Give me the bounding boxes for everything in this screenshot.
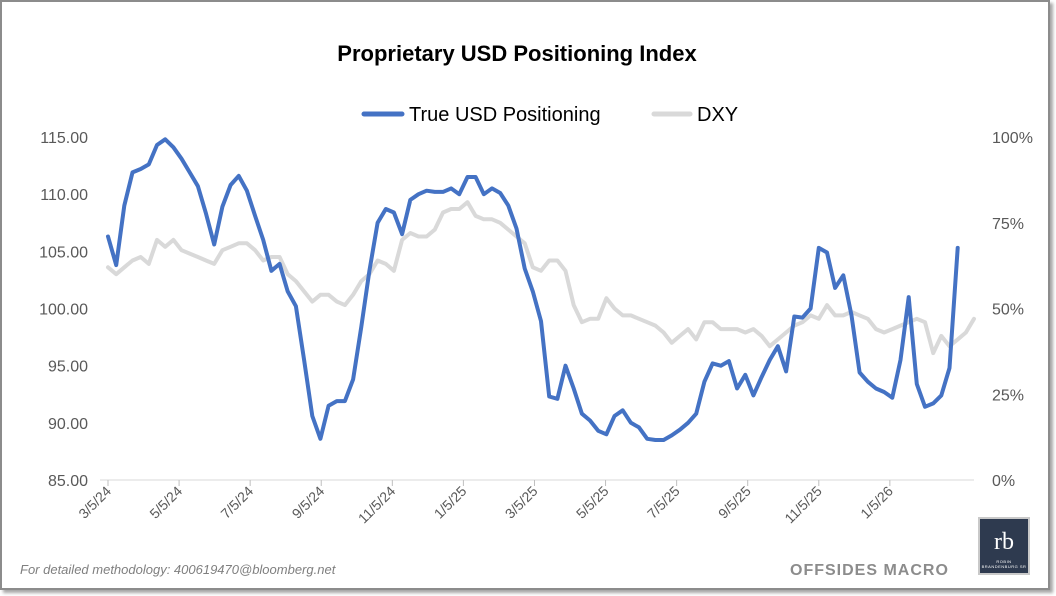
brand-logo-subtext: ROBIN BRANDENBURG SR: [981, 559, 1027, 569]
y-left-tick-label: 90.00: [48, 416, 88, 433]
brand-name: OFFSIDES MACRO: [790, 562, 949, 579]
y-axis-right: 100% 75% 50% 25% 0%: [992, 130, 1033, 490]
y-right-tick-label: 75%: [992, 216, 1024, 233]
x-tick-label: 9/5/25: [715, 483, 754, 522]
y-axis-left: 115.00 110.00 105.00 100.00 95.00 90.00 85.00: [39, 130, 88, 490]
x-tick-label: 5/5/25: [573, 483, 612, 522]
methodology-note: For detailed methodology: 400619470@bloo…: [20, 562, 337, 577]
legend: True USD Positioning DXY: [361, 104, 738, 126]
x-tick-label: 11/5/24: [355, 483, 399, 527]
x-tick-label: 1/5/26: [857, 483, 896, 522]
chart-title: Proprietary USD Positioning Index: [337, 41, 697, 66]
x-tick-label: 7/5/24: [217, 483, 256, 522]
y-right-tick-label: 100%: [992, 130, 1033, 147]
y-left-tick-label: 95.00: [48, 359, 88, 376]
y-left-tick-label: 105.00: [39, 244, 88, 261]
y-right-tick-label: 0%: [992, 473, 1015, 490]
y-left-tick-label: 100.00: [39, 302, 88, 319]
x-tick-label: 7/5/25: [644, 483, 683, 522]
x-axis: 3/5/24 5/5/24 7/5/24 9/5/24 11/5/24 1/5/25 3/5…: [75, 480, 896, 526]
x-tick-label: 11/5/25: [781, 483, 825, 527]
y-left-tick-label: 85.00: [48, 473, 88, 490]
x-tick-label: 5/5/24: [146, 483, 185, 522]
legend-label-true-usd: True USD Positioning: [409, 104, 601, 126]
y-right-tick-label: 50%: [992, 302, 1024, 319]
x-tick-label: 9/5/24: [289, 483, 328, 522]
series-line-dxy: [106, 200, 976, 356]
brand-logo: rb ROBIN BRANDENBURG SR: [978, 517, 1030, 575]
series-line-true-usd: [106, 137, 960, 442]
y-left-tick-label: 110.00: [40, 187, 88, 204]
legend-label-dxy: DXY: [697, 104, 738, 126]
y-left-tick-label: 115.00: [40, 130, 88, 147]
x-tick-label: 3/5/25: [502, 483, 541, 522]
brand-logo-mark: rb: [994, 529, 1014, 555]
x-tick-label: 1/5/25: [431, 483, 470, 522]
y-right-tick-label: 25%: [992, 387, 1024, 404]
